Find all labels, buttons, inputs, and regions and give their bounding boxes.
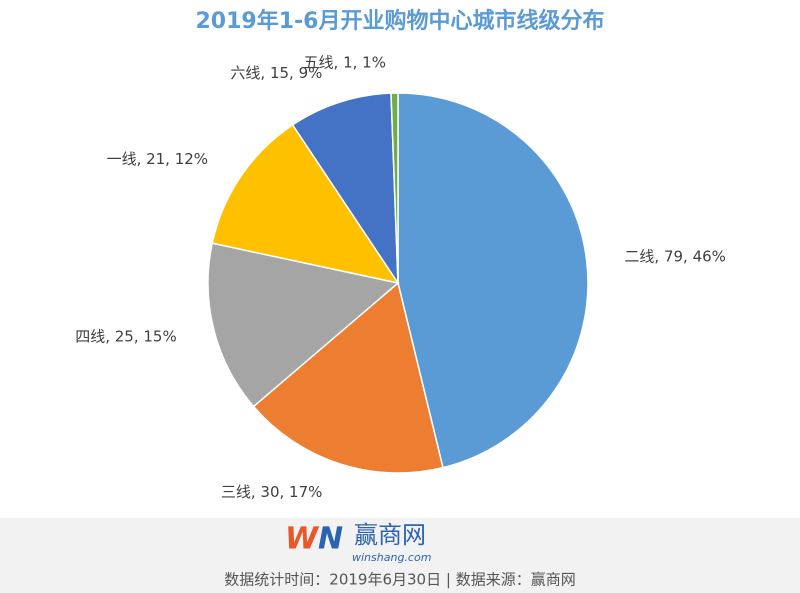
data-label: 六线, 15, 9%	[230, 64, 322, 82]
data-label: 二线, 79, 46%	[624, 247, 726, 265]
logo-sub: winshang.com	[352, 551, 431, 564]
logo-mark: W	[285, 522, 320, 557]
data-label: 一线, 21, 12%	[107, 150, 209, 168]
pie-slice	[397, 92, 589, 469]
pie-slice	[207, 242, 400, 408]
logo-text: 赢商网	[354, 521, 426, 549]
chart-title: 2019年1-6月开业购物中心城市线级分布	[196, 8, 605, 34]
footer-note: 数据统计时间：2019年6月30日 | 数据来源：赢商网	[224, 571, 575, 589]
footer-bg	[0, 518, 800, 593]
data-label: 四线, 25, 15%	[75, 328, 177, 346]
data-label: 三线, 30, 17%	[221, 483, 323, 501]
pie-slice	[291, 92, 399, 286]
pie-slice	[211, 123, 400, 285]
logo: W N 赢商网 winshang.com	[285, 521, 431, 564]
data-label: 五线, 1, 1%	[304, 54, 386, 72]
pie-slice	[252, 281, 444, 474]
pie-slice	[390, 92, 399, 284]
logo-mark: N	[318, 522, 343, 557]
